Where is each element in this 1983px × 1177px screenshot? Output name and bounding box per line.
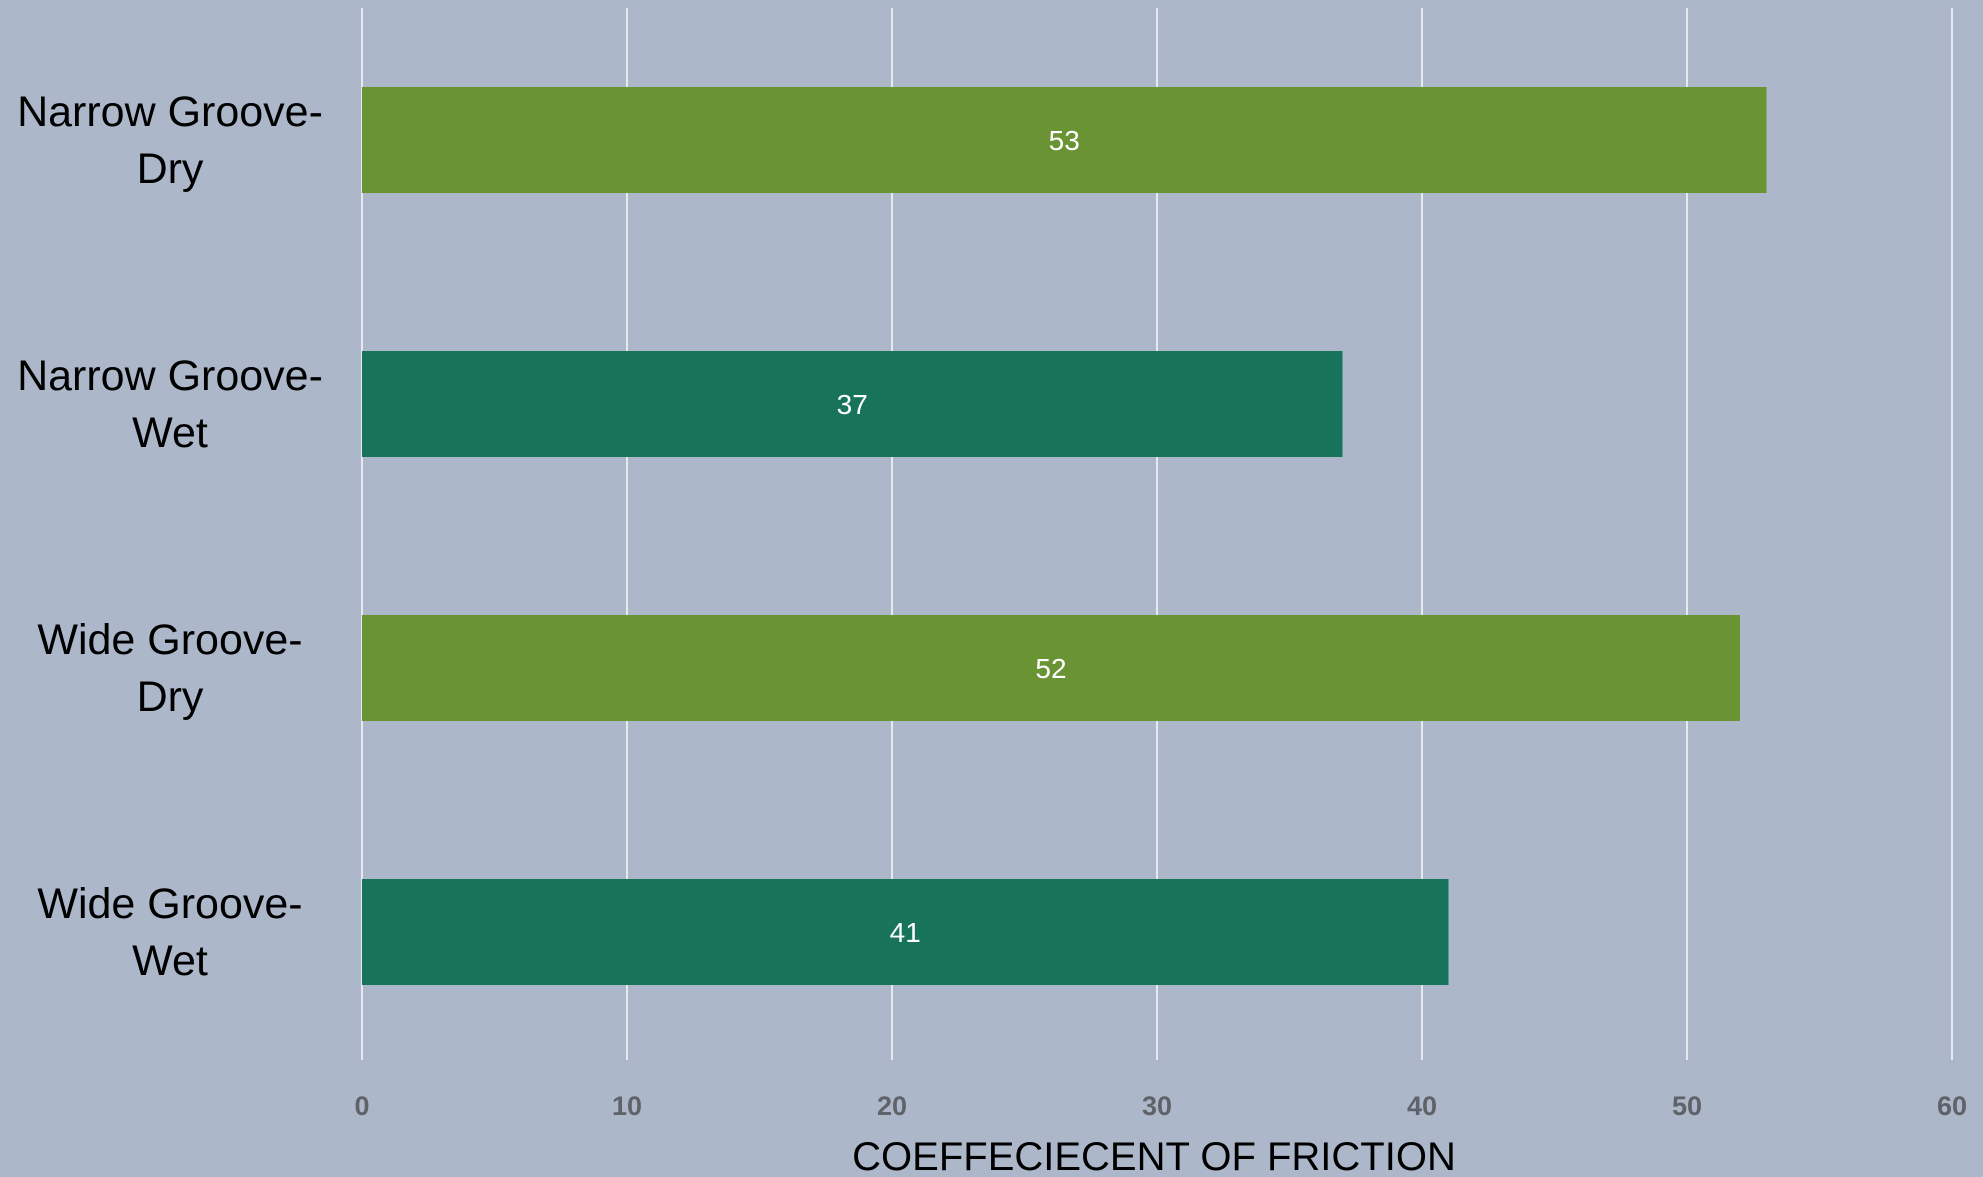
data-labels: 53 37 52 41 xyxy=(837,125,1080,948)
bar xyxy=(362,351,1343,457)
category-label-line: Dry xyxy=(137,673,204,721)
bar xyxy=(362,87,1767,193)
x-tick-label: 0 xyxy=(354,1091,369,1121)
x-axis-title: COEFFECIECENT OF FRICTION xyxy=(852,1135,1456,1177)
bars xyxy=(362,87,1767,985)
x-axis-ticks: 0 10 20 30 40 50 60 xyxy=(354,1091,1967,1121)
category-label-line: Narrow Groove- xyxy=(17,352,323,400)
category-label: Narrow Groove- Wet xyxy=(17,352,323,457)
x-tick-label: 60 xyxy=(1937,1091,1967,1121)
category-label-line: Dry xyxy=(137,145,204,193)
data-label: 41 xyxy=(890,917,921,948)
category-label-line: Narrow Groove- xyxy=(17,88,323,136)
bar xyxy=(362,615,1740,721)
x-tick-label: 20 xyxy=(877,1091,907,1121)
x-tick-label: 40 xyxy=(1407,1091,1437,1121)
category-label-line: Wet xyxy=(132,409,208,457)
data-label: 52 xyxy=(1035,653,1066,684)
bar xyxy=(362,879,1449,985)
x-tick-label: 10 xyxy=(612,1091,642,1121)
category-label: Wide Groove- Wet xyxy=(37,880,302,985)
category-label-line: Wide Groove- xyxy=(37,616,302,664)
category-label: Narrow Groove- Dry xyxy=(17,88,323,193)
category-label-line: Wet xyxy=(132,937,208,985)
x-tick-label: 50 xyxy=(1672,1091,1702,1121)
x-tick-label: 30 xyxy=(1142,1091,1172,1121)
data-label: 53 xyxy=(1049,125,1080,156)
category-label: Wide Groove- Dry xyxy=(37,616,302,721)
category-label-line: Wide Groove- xyxy=(37,880,302,928)
data-label: 37 xyxy=(837,389,868,420)
